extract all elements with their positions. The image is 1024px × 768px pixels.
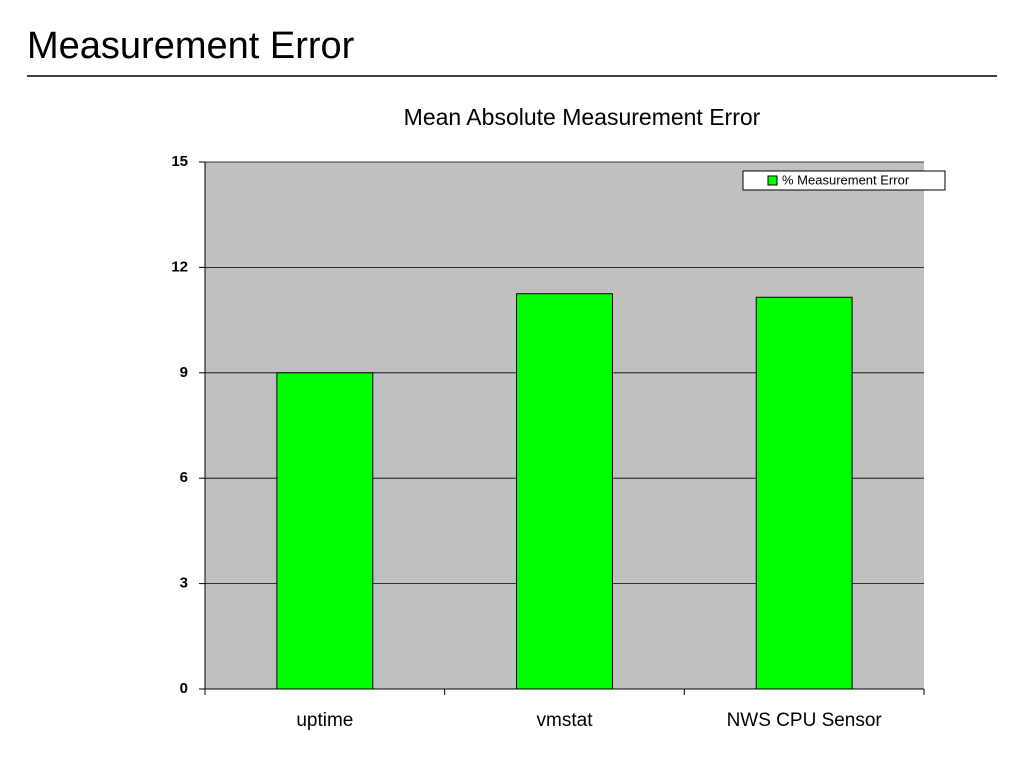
legend-label: % Measurement Error bbox=[782, 172, 910, 187]
bar bbox=[276, 372, 374, 690]
x-tick-label: uptime bbox=[296, 710, 353, 731]
y-tick-label: 12 bbox=[171, 258, 188, 275]
y-tick-label: 9 bbox=[180, 364, 188, 381]
chart-title: Mean Absolute Measurement Error bbox=[404, 104, 761, 130]
y-tick-label: 6 bbox=[180, 469, 188, 486]
legend-swatch bbox=[767, 175, 778, 186]
x-tick-label: NWS CPU Sensor bbox=[727, 710, 883, 731]
legend-box bbox=[742, 170, 946, 191]
slide-title: Measurement Error bbox=[27, 25, 355, 67]
bar bbox=[755, 296, 853, 690]
y-tick-label: 3 bbox=[180, 575, 188, 592]
y-tick-label: 15 bbox=[171, 153, 188, 170]
x-tick-label: vmstat bbox=[537, 710, 594, 731]
y-tick-label: 0 bbox=[180, 680, 188, 697]
bar bbox=[516, 293, 613, 690]
